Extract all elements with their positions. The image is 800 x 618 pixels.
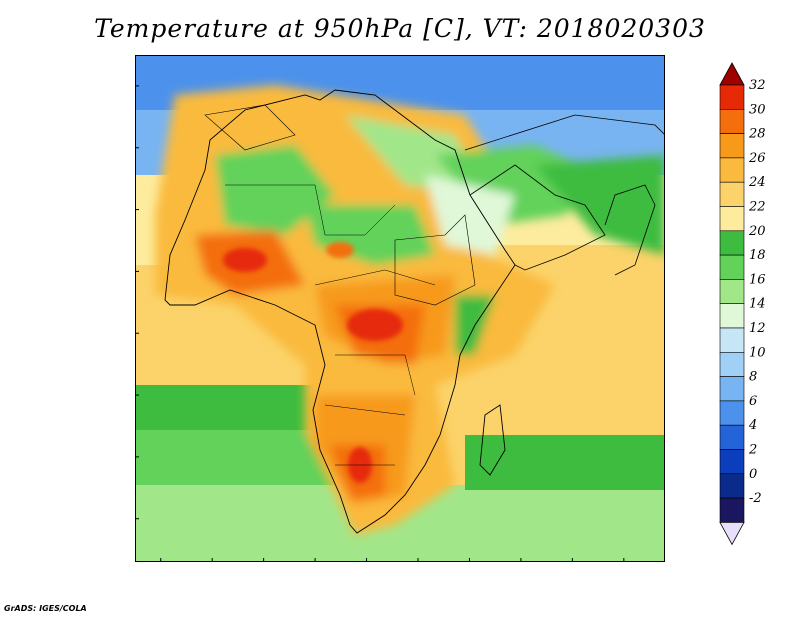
colorbar-box <box>719 327 745 353</box>
southern-indian-band <box>465 435 665 490</box>
colorbar-box <box>719 157 745 183</box>
colorbar-label: 22 <box>748 200 766 215</box>
colorbar-label: 14 <box>749 297 766 312</box>
colorbar-box <box>719 449 745 475</box>
colorbar-box <box>719 108 745 134</box>
colorbar-label: 0 <box>749 467 757 482</box>
longitude-ticks: 20W10W010E20E30E40E50E60E70E <box>160 558 625 562</box>
colorbar-box <box>719 181 745 207</box>
colorbar-label: 30 <box>749 102 766 117</box>
colorbar-box <box>719 133 745 159</box>
colorbar-label: 16 <box>749 272 766 287</box>
colorbar-label: 8 <box>749 370 757 385</box>
colorbar-box <box>719 84 745 110</box>
colorbar-box <box>719 206 745 232</box>
colorbar-label: 20 <box>748 224 766 239</box>
colorbar-label: 6 <box>749 394 757 409</box>
latitude-ticks: 40N30N20N10NEQ10S20S30S <box>135 85 139 520</box>
colorbar-box <box>719 279 745 304</box>
map-title: Temperature at 950hPa [C], VT: 201802030… <box>94 14 706 43</box>
temperature-map: 40N30N20N10NEQ10S20S30S 20W10W010E20E30E… <box>135 55 665 562</box>
colorbar-box <box>719 400 745 426</box>
colorbar-box <box>719 376 745 402</box>
map-frame <box>135 55 665 562</box>
colorbar-top-arrow <box>719 62 745 86</box>
colorbar-label: 2 <box>748 443 757 458</box>
colorbar-label: 12 <box>749 321 766 336</box>
grads-credit: GrADS: IGES/COLA <box>4 604 87 613</box>
coastlines <box>164 89 665 534</box>
colorbar-box <box>719 424 745 450</box>
colorbar-label: 18 <box>749 248 766 263</box>
colorbar-label: -2 <box>749 491 762 506</box>
colorbar-box <box>719 497 745 523</box>
colorbar-box <box>719 351 745 377</box>
colorbar-box <box>719 473 745 499</box>
colorbar-label: 28 <box>748 127 766 142</box>
colorbar-box <box>719 230 745 256</box>
colorbar-label: 4 <box>748 418 757 433</box>
colorbar-label: 26 <box>748 151 766 166</box>
colorbar-label: 24 <box>748 175 766 190</box>
colorbar-label: 32 <box>749 78 766 93</box>
colorbar-bottom-arrow <box>719 522 745 546</box>
colorbar-box <box>719 303 745 329</box>
colorbar-label: 10 <box>749 345 766 360</box>
colorbar-box <box>719 254 745 280</box>
land-temperature-field <box>155 85 665 535</box>
